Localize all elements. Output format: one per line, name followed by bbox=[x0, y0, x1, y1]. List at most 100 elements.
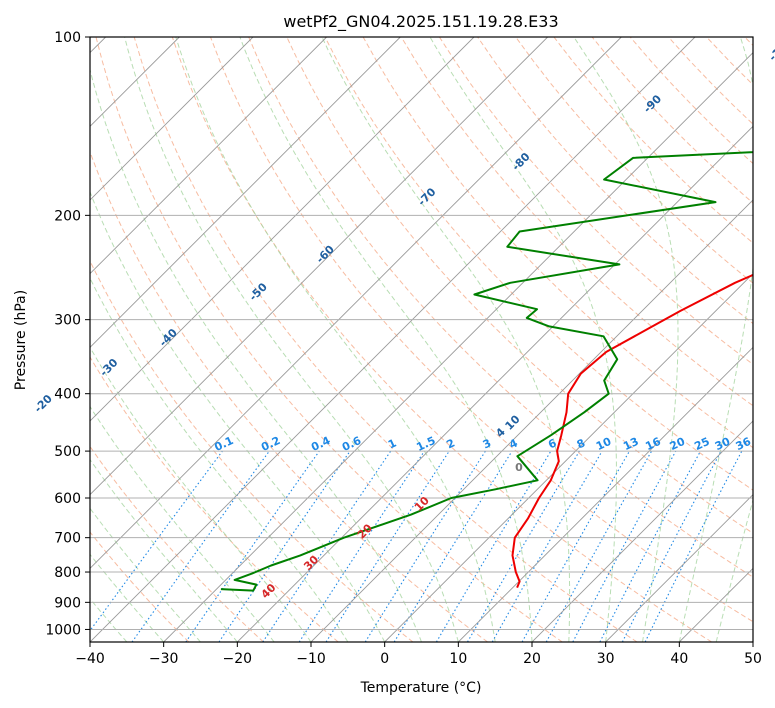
dry-adiabat-line bbox=[95, 37, 563, 642]
isotherm-line bbox=[531, 420, 753, 642]
y-tick-label: 700 bbox=[54, 531, 81, 547]
moist-adiabat-line bbox=[715, 498, 753, 642]
x-tick-label: −10 bbox=[296, 651, 326, 667]
moist-adiabat-line bbox=[175, 37, 496, 642]
dry-adiabat-line bbox=[400, 37, 753, 407]
dewpoint-profile bbox=[220, 151, 753, 592]
moist-adiabat-line bbox=[321, 37, 571, 642]
mixing-ratio-label: 16 bbox=[643, 435, 663, 453]
isotherm-line bbox=[605, 494, 753, 642]
dry-adiabat-line bbox=[515, 37, 753, 284]
in-plot-labels: -100-90-80-70-60-50-40-30-20-10102030400… bbox=[0, 35, 775, 601]
dry-adiabat-line bbox=[668, 37, 753, 125]
isotherm-line bbox=[458, 346, 753, 642]
moist-adiabat-line bbox=[90, 67, 422, 642]
mixing-ratio-label: 25 bbox=[692, 435, 711, 453]
isotherm-line bbox=[90, 37, 401, 348]
moist-adiabat-label: -70 bbox=[415, 185, 438, 208]
x-tick-label: 40 bbox=[670, 651, 688, 667]
dry-adiabat-line bbox=[324, 37, 753, 491]
dry-adiabat-label: 20 bbox=[355, 521, 375, 541]
mixing-ratio-line bbox=[467, 450, 580, 642]
sounding-series bbox=[220, 151, 753, 592]
isotherm-line bbox=[90, 37, 475, 422]
mixing-ratio-label: 8 bbox=[575, 436, 587, 451]
moist-adiabat-line bbox=[90, 458, 238, 642]
y-tick-label: 1000 bbox=[45, 622, 81, 638]
mixing-ratio-label: 4 bbox=[507, 436, 520, 451]
dry-adiabat-line bbox=[90, 259, 414, 642]
dry-adiabat-line bbox=[90, 445, 264, 642]
x-tick-label: 0 bbox=[380, 651, 389, 667]
dry-adiabat-label: 30 bbox=[301, 553, 321, 573]
dry-adiabat-line bbox=[744, 37, 753, 47]
y-tick-label: 800 bbox=[54, 565, 81, 581]
zero-isotherm-label: 0 bbox=[515, 461, 523, 474]
moist-adiabat-label: -10 bbox=[0, 429, 3, 452]
y-tick-label: 300 bbox=[54, 313, 81, 329]
y-axis: 1000 900 800 700 600 500 400 300 200 100 bbox=[45, 30, 90, 638]
isotherm-line bbox=[310, 199, 753, 642]
y-tick-label: 400 bbox=[54, 387, 81, 403]
mixing-ratio-line bbox=[644, 450, 743, 642]
isotherm-line bbox=[163, 52, 753, 642]
isotherm-line bbox=[752, 641, 753, 642]
mixing-ratio-line bbox=[218, 450, 351, 642]
x-tick-label: 30 bbox=[597, 651, 615, 667]
y-tick-label: 500 bbox=[54, 444, 81, 460]
mixing-ratio-line bbox=[545, 450, 653, 642]
dry-adiabat-line bbox=[248, 37, 753, 578]
moist-adiabat-line bbox=[90, 405, 275, 642]
moist-adiabat-line bbox=[90, 277, 349, 642]
mixing-ratio-line bbox=[599, 450, 701, 642]
isotherm-line bbox=[90, 37, 327, 275]
x-tick-label: 50 bbox=[744, 651, 762, 667]
mixing-ratio-label: 36 bbox=[734, 435, 754, 453]
y-tick-label: 600 bbox=[54, 491, 81, 507]
mixing-ratio-label: 13 bbox=[621, 435, 640, 453]
chart-title: wetPf2_GN04.2025.151.19.28.E33 bbox=[283, 12, 558, 32]
mixing-ratio-line bbox=[185, 450, 320, 642]
dry-adiabat-line bbox=[591, 37, 753, 204]
mixing-ratio-line bbox=[298, 450, 425, 642]
isotherm-line bbox=[90, 37, 254, 201]
dry-adiabat-label: 10 bbox=[412, 494, 432, 514]
moist-adiabat-line bbox=[429, 37, 617, 642]
mixing-ratio-label: 3 bbox=[481, 436, 493, 451]
moist-adiabat-label: -100 bbox=[766, 35, 775, 64]
moist-adiabat-line bbox=[752, 640, 753, 642]
y-tick-label: 200 bbox=[54, 208, 81, 224]
temperature-profile bbox=[511, 273, 753, 588]
moist-adiabat-line bbox=[90, 346, 312, 642]
moist-adiabat-label: -20 bbox=[32, 392, 55, 415]
isotherm-line bbox=[90, 37, 696, 642]
x-tick-label: 20 bbox=[523, 651, 541, 667]
mixing-ratio-line bbox=[325, 450, 450, 642]
x-tick-label: 10 bbox=[449, 651, 467, 667]
pressure-gridlines bbox=[90, 37, 753, 630]
mixing-ratio-label: 2 bbox=[445, 436, 457, 451]
x-tick-label: −30 bbox=[149, 651, 179, 667]
plot-frame bbox=[89, 36, 754, 643]
moist-adiabat-label: -30 bbox=[97, 356, 120, 379]
x-tick-label: −20 bbox=[223, 651, 253, 667]
mixing-ratio-line bbox=[393, 450, 513, 642]
mixing-ratio-label: 20 bbox=[668, 435, 688, 453]
mixing-ratio-line bbox=[131, 450, 270, 642]
moist-adiabat-label: -60 bbox=[314, 242, 337, 265]
x-axis-title: Temperature (°C) bbox=[360, 680, 482, 696]
y-tick-label: 900 bbox=[54, 595, 81, 611]
moist-adiabat-label: -40 bbox=[157, 326, 180, 349]
moist-adiabat-line bbox=[90, 190, 386, 642]
x-tick-label: −40 bbox=[75, 651, 105, 667]
moist-adiabat-line bbox=[239, 37, 533, 642]
dry-adiabat-line bbox=[438, 37, 753, 366]
moist-adiabat-label: -50 bbox=[247, 280, 270, 303]
isotherm-line bbox=[90, 37, 622, 569]
mixing-ratio-line bbox=[435, 450, 552, 642]
mixing-ratio-label: 1 bbox=[386, 436, 398, 451]
mixing-ratio-line bbox=[572, 450, 677, 642]
moist-adiabat-label: -80 bbox=[509, 150, 532, 173]
dry-adiabat-line bbox=[133, 37, 638, 642]
dry-adiabat-line bbox=[171, 37, 712, 642]
